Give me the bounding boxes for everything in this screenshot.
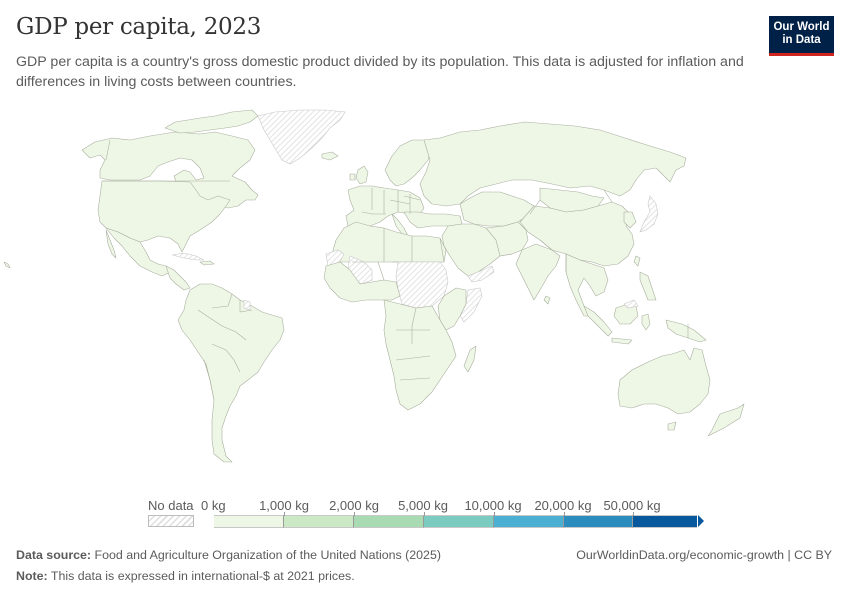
- color-legend: No data 0 kg 1,000 kg 2,000 kg 5,000 kg …: [146, 498, 726, 534]
- legend-bin-label-5: 20,000 kg: [534, 498, 592, 513]
- country-southeast-asia: [565, 253, 609, 317]
- country-south-america: [177, 283, 285, 463]
- legend-bin-label-2: 2,000 kg: [329, 498, 379, 513]
- country-sulawesi: [641, 313, 651, 331]
- note-label: Note:: [16, 569, 48, 583]
- chart-note: Note: This data is expressed in internat…: [16, 569, 355, 583]
- legend-tick: [564, 512, 565, 516]
- country-ireland: [349, 173, 356, 181]
- country-madagascar: [463, 345, 477, 373]
- legend-no-data-swatch[interactable]: [148, 515, 194, 527]
- legend-open-end-arrow-icon: [698, 515, 704, 527]
- legend-bin-6[interactable]: [633, 515, 697, 528]
- country-new-zealand: [707, 403, 745, 437]
- region-africa[interactable]: [323, 221, 483, 411]
- note-text: This data is expressed in international-…: [50, 569, 355, 583]
- legend-bin-2[interactable]: [354, 515, 424, 528]
- legend-tick: [284, 512, 285, 516]
- country-north-africa: [331, 221, 447, 263]
- region-south-america[interactable]: [177, 283, 285, 463]
- country-new-guinea: [665, 319, 707, 343]
- country-arctic-islands: [164, 109, 259, 134]
- country-tasmania: [667, 421, 677, 431]
- country-french-guiana: [243, 299, 251, 311]
- legend-bin-label-0: 0 kg: [201, 498, 226, 513]
- country-greenland[interactable]: [257, 109, 346, 165]
- chart-title: GDP per capita, 2023: [16, 14, 262, 40]
- legend-bin-label-6: 50,000 kg: [603, 498, 661, 513]
- country-sri-lanka: [543, 295, 551, 305]
- country-hispaniola: [199, 260, 215, 266]
- legend-tick: [494, 512, 495, 516]
- country-west-africa: [323, 261, 401, 303]
- country-australia: [617, 347, 711, 415]
- region-oceania[interactable]: [617, 347, 745, 437]
- legend-no-data-label: No data: [148, 498, 194, 513]
- source-url-link[interactable]: OurWorldinData.org/economic-growth | CC …: [576, 548, 832, 562]
- legend-bin-0[interactable]: [214, 515, 284, 528]
- country-baja-california: [105, 229, 117, 259]
- legend-bin-3[interactable]: [424, 515, 494, 528]
- country-philippines: [639, 271, 657, 301]
- logo-line-1: Our World: [773, 20, 830, 33]
- country-taiwan: [633, 255, 641, 267]
- world-map[interactable]: [0, 105, 850, 485]
- country-china: [519, 201, 635, 267]
- country-hawaii: [3, 261, 11, 269]
- region-asia[interactable]: [419, 121, 707, 345]
- country-brunei-malaysia-borneo: [623, 299, 639, 309]
- country-russia: [419, 121, 687, 207]
- legend-bin-5[interactable]: [564, 515, 633, 528]
- country-yemen: [467, 265, 495, 283]
- country-cuba: [171, 252, 205, 261]
- legend-bin-1[interactable]: [284, 515, 354, 528]
- legend-bin-4[interactable]: [494, 515, 564, 528]
- logo-line-2: in Data: [782, 33, 821, 46]
- chart-subtitle: GDP per capita is a country's gross dome…: [16, 54, 744, 90]
- country-iceland[interactable]: [321, 151, 339, 161]
- region-north-america[interactable]: [3, 109, 259, 291]
- legend-tick: [633, 512, 634, 516]
- country-western-europe: [345, 185, 425, 229]
- data-source: Data source: Food and Agriculture Organi…: [16, 548, 441, 562]
- country-india: [515, 243, 561, 301]
- country-korea: [623, 211, 637, 229]
- country-iran-afghanistan-pakistan: [485, 221, 529, 257]
- country-ethiopia-kenya: [437, 287, 467, 331]
- data-source-text[interactable]: Food and Agriculture Organization of the…: [94, 548, 441, 562]
- country-sumatra: [583, 305, 613, 337]
- legend-bin-label-4: 10,000 kg: [464, 498, 522, 513]
- data-source-label: Data source:: [16, 548, 92, 562]
- legend-bin-label-3: 5,000 kg: [398, 498, 448, 513]
- legend-tick: [424, 512, 425, 516]
- country-central-america: [165, 265, 191, 291]
- region-europe[interactable]: [345, 139, 463, 237]
- country-chad-sudan-car: [395, 261, 449, 309]
- country-java: [611, 337, 633, 345]
- country-uk: [355, 165, 369, 185]
- legend-bin-label-1: 1,000 kg: [259, 498, 309, 513]
- country-japan: [639, 195, 659, 233]
- country-scandinavia: [384, 139, 433, 187]
- country-central-southern-africa: [383, 299, 457, 411]
- legend-tick: [354, 512, 355, 516]
- owid-logo[interactable]: Our World in Data: [769, 16, 834, 56]
